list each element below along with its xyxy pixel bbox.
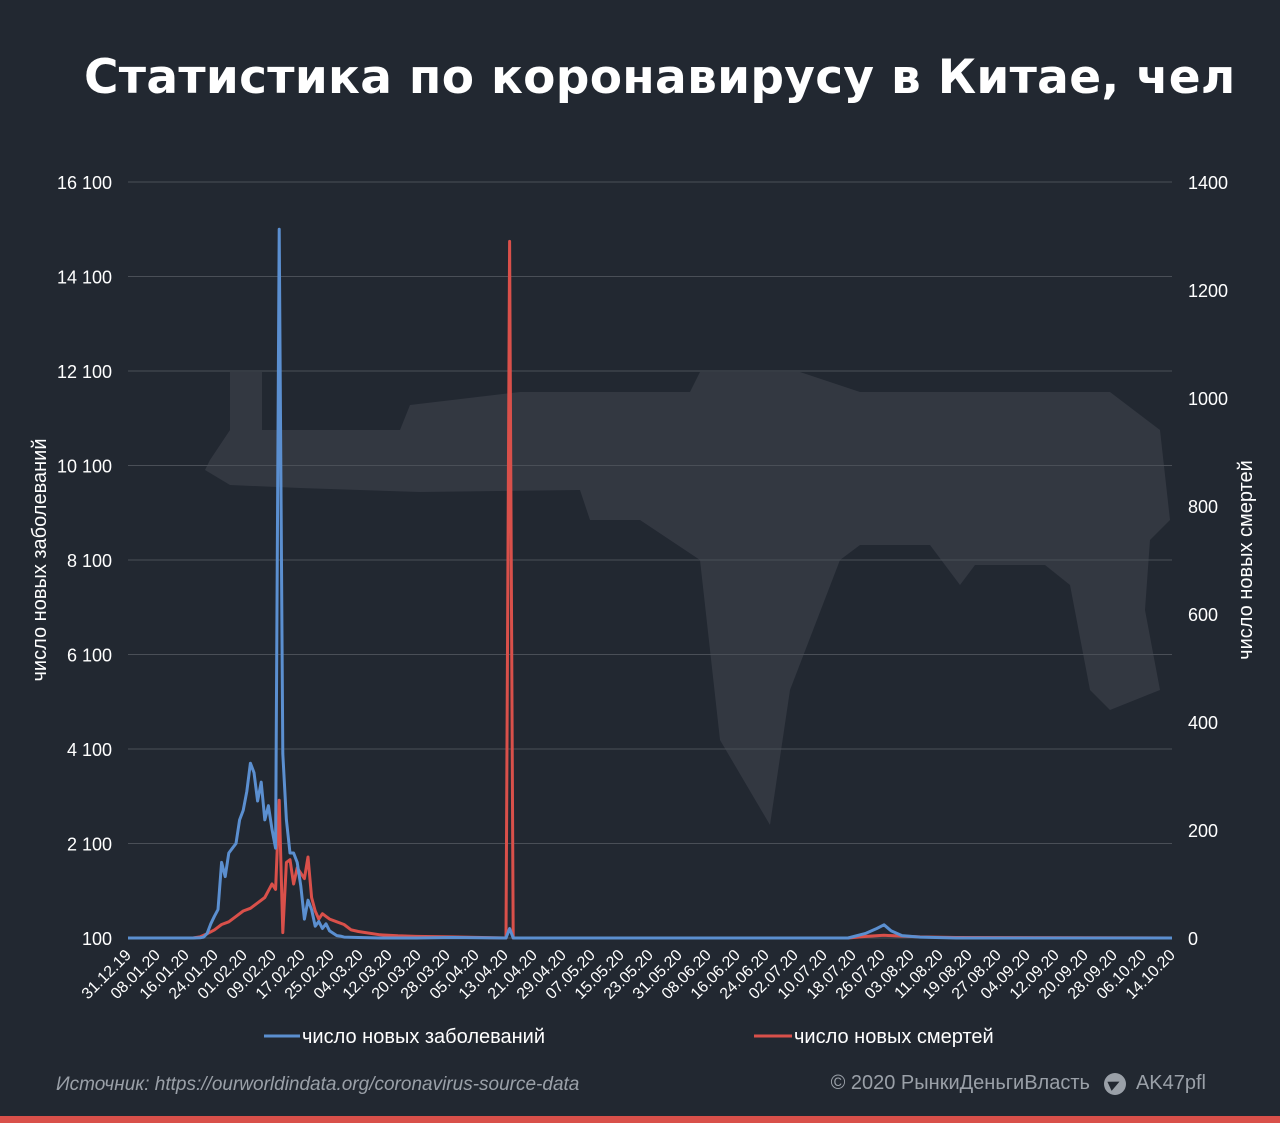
series-line-deaths: [128, 239, 1173, 940]
right-tick-label: 800: [1188, 497, 1218, 517]
telegram-icon: [1103, 1072, 1126, 1095]
right-tick-label: 600: [1188, 605, 1218, 625]
footer-credits: © 2020 РынкиДеньгиВласть AK47pfl: [831, 1072, 1206, 1095]
left-tick-label: 16 100: [57, 173, 112, 193]
left-axis-ticks: 100 2 100 4 100 6 100 8 100 10 100 12 100 14 10…: [57, 173, 112, 949]
right-tick-label: 1000: [1188, 389, 1228, 409]
grid-lines: [128, 181, 1172, 939]
source-note: Источник: https://ourworldindata.org/cor…: [56, 1074, 580, 1095]
right-axis-ticks: 0 200 400 600 800 1000 1200 1400: [1188, 173, 1228, 949]
left-tick-label: 4 100: [67, 740, 112, 760]
copyright-text: © 2020 РынкиДеньгиВласть: [830, 1072, 1090, 1094]
accent-bar: [0, 1116, 1280, 1123]
left-tick-label: 6 100: [67, 646, 112, 666]
left-tick-label: 8 100: [67, 551, 112, 571]
legend: число новых заболеваний число новых смер…: [264, 1026, 994, 1048]
left-tick-label: 2 100: [67, 835, 112, 855]
left-tick-label: 10 100: [57, 457, 112, 477]
rifle-watermark-icon: [205, 372, 1170, 825]
left-tick-label: 12 100: [57, 362, 112, 382]
left-tick-label: 100: [82, 929, 112, 949]
legend-label-cases: число новых заболеваний: [302, 1026, 545, 1048]
chart-title: Статистика по коронавирусу в Китае, чел: [84, 50, 1236, 105]
right-tick-label: 200: [1188, 821, 1218, 841]
channel-name: AK47pfl: [1135, 1072, 1206, 1094]
right-tick-label: 1400: [1188, 173, 1228, 193]
left-axis-label: число новых заболеваний: [29, 438, 51, 681]
left-tick-label: 14 100: [57, 268, 112, 288]
right-axis-label: число новых смертей: [1235, 460, 1257, 660]
legend-label-deaths: число новых смертей: [794, 1026, 994, 1048]
x-axis-ticks: 31.12.1908.01.2016.01.2024.01.2001.02.20…: [79, 947, 1179, 1003]
series-line-cases: [128, 227, 1172, 940]
right-tick-label: 1200: [1188, 281, 1228, 301]
right-tick-label: 0: [1188, 929, 1198, 949]
right-tick-label: 400: [1188, 713, 1218, 733]
